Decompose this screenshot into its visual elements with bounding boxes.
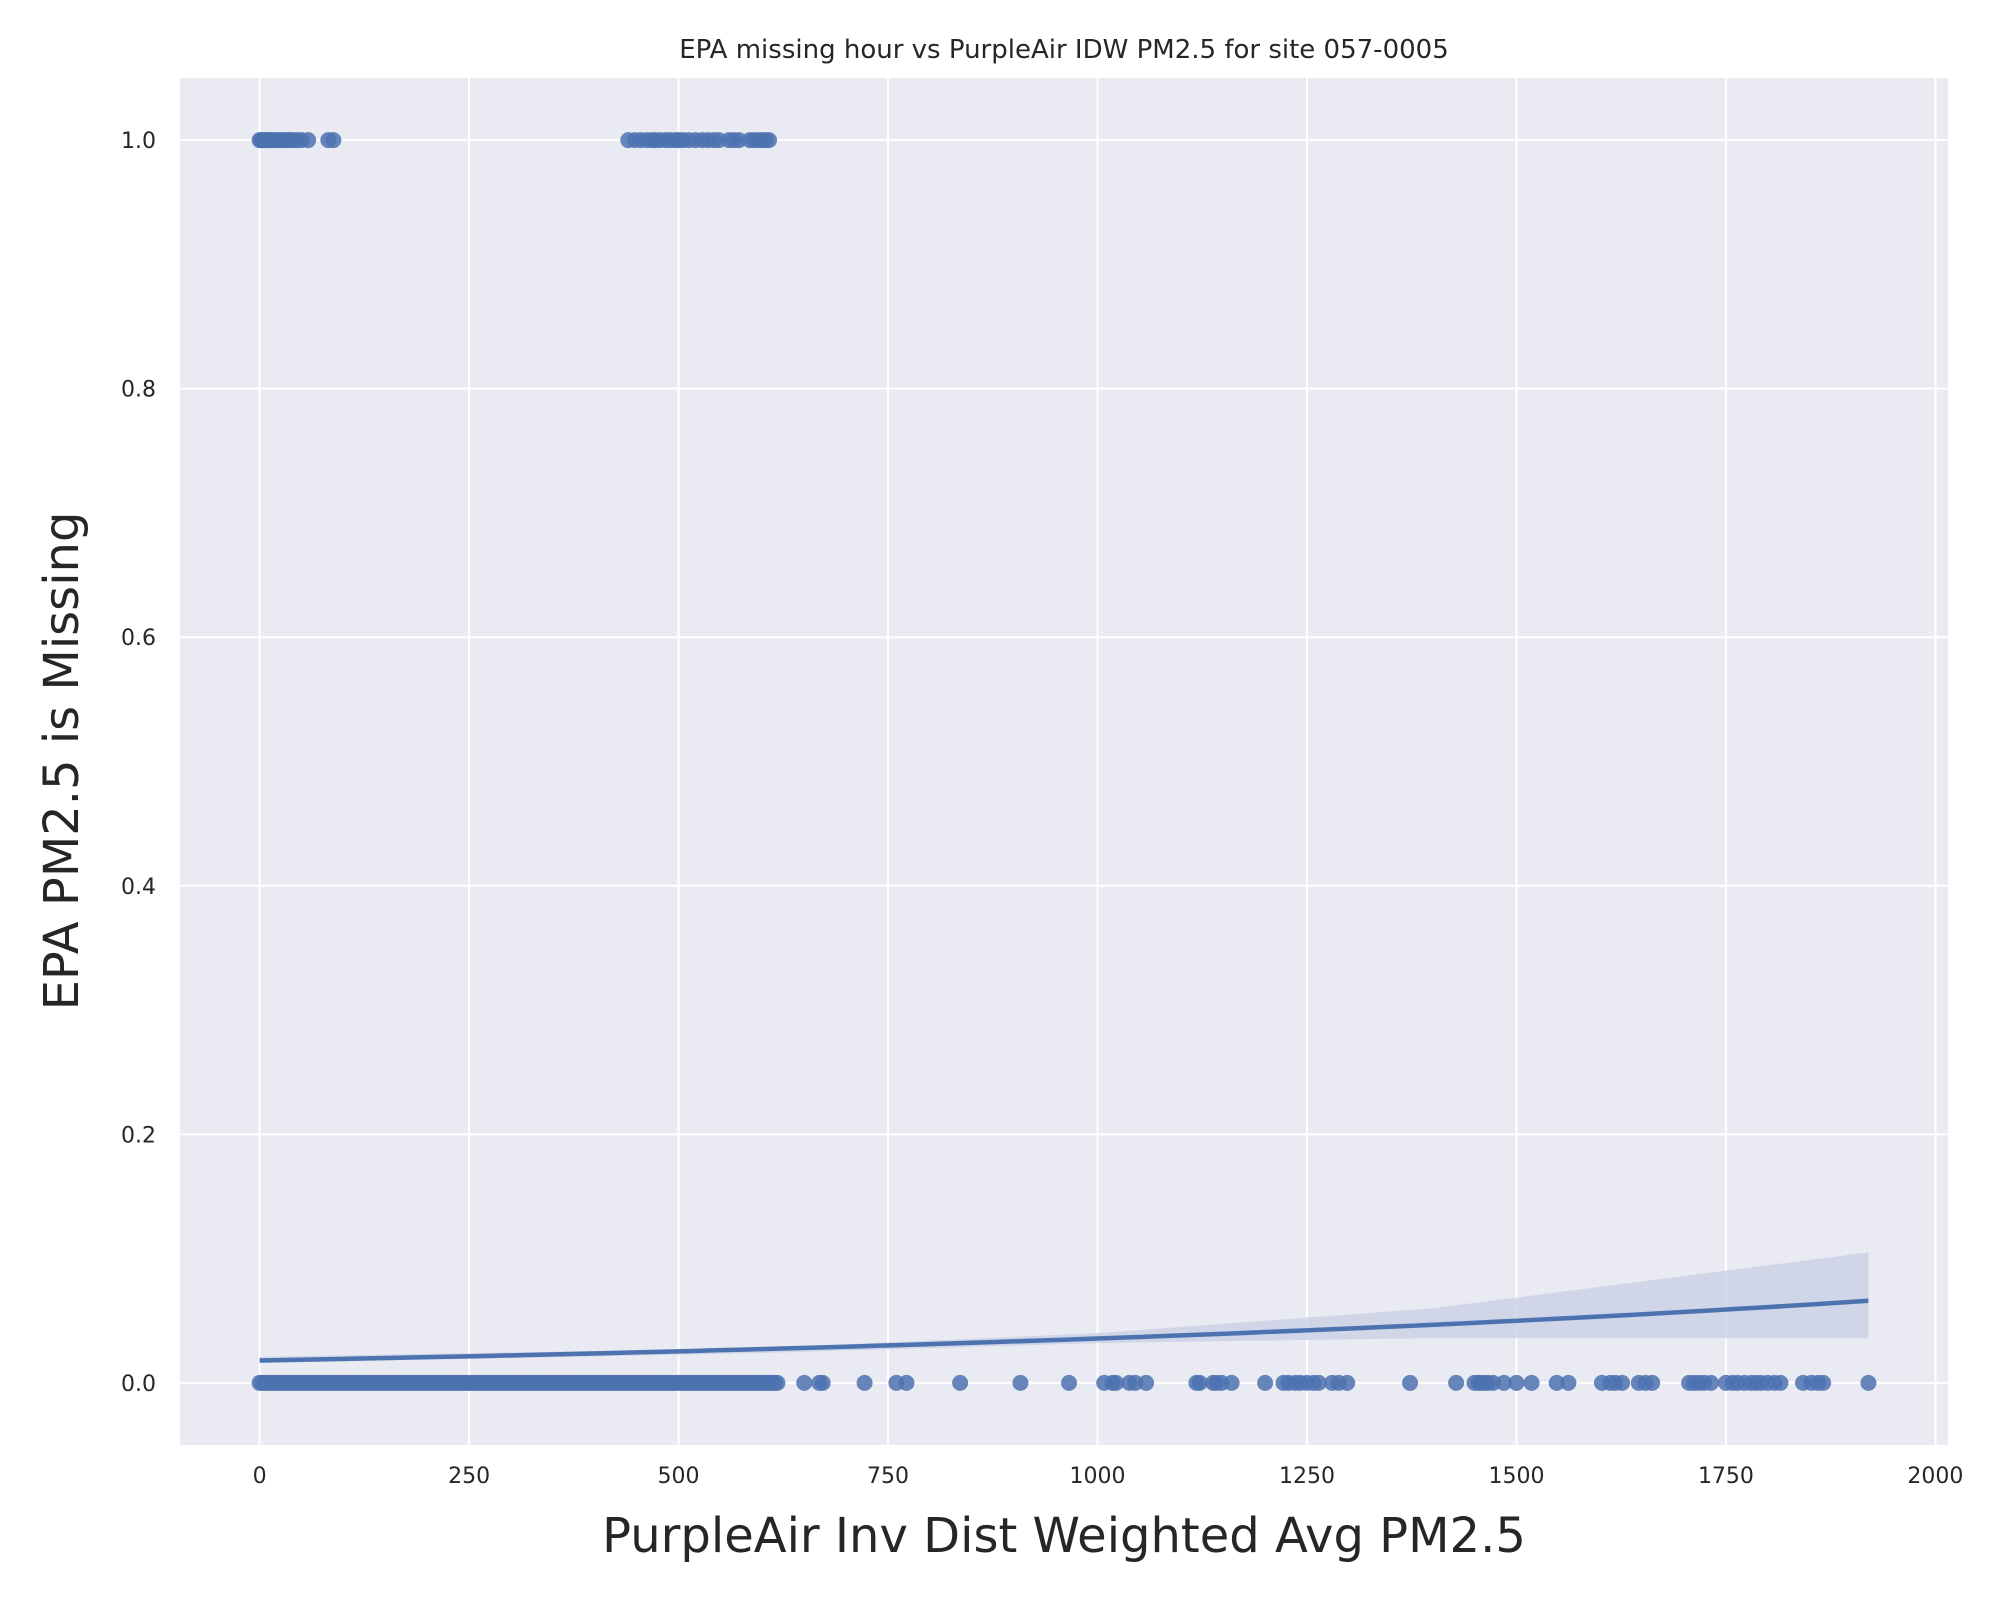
- data-point: [952, 1374, 969, 1391]
- data-point: [1402, 1374, 1419, 1391]
- x-tick-label: 1750: [1698, 1464, 1754, 1489]
- y-tick-label: 1.0: [121, 129, 156, 154]
- data-point: [1061, 1374, 1078, 1391]
- data-point: [761, 132, 778, 149]
- y-tick-label: 0.0: [121, 1372, 156, 1397]
- y-tick-labels: 0.0 0.2 0.4 0.6 0.8 1.0: [121, 129, 156, 1397]
- y-tick-label: 0.2: [121, 1123, 156, 1148]
- data-point: [300, 132, 317, 149]
- data-point: [1310, 1374, 1327, 1391]
- fit-line: [259, 1298, 1869, 1363]
- data-points-layer: [251, 132, 1877, 1391]
- data-point: [1772, 1374, 1789, 1391]
- x-tick-label: 250: [448, 1464, 490, 1489]
- data-point: [1223, 1374, 1240, 1391]
- data-point: [796, 1374, 813, 1391]
- chart-title: EPA missing hour vs PurpleAir IDW PM2.5 …: [679, 35, 1449, 65]
- data-point: [1523, 1374, 1540, 1391]
- x-tick-label: 750: [867, 1464, 909, 1489]
- data-point: [1508, 1374, 1525, 1391]
- grid-lines: [180, 78, 1948, 1445]
- data-point: [1107, 1374, 1124, 1391]
- data-point: [1614, 1374, 1631, 1391]
- x-tick-label: 1250: [1279, 1464, 1335, 1489]
- plot-background: [180, 78, 1948, 1445]
- x-tick-label: 0: [253, 1464, 267, 1489]
- x-axis-label: PurpleAir Inv Dist Weighted Avg PM2.5: [602, 1508, 1526, 1564]
- x-tick-label: 1000: [1070, 1464, 1126, 1489]
- data-point: [1560, 1374, 1577, 1391]
- y-tick-label: 0.6: [121, 626, 156, 651]
- data-point: [769, 1374, 786, 1391]
- x-tick-label: 1500: [1488, 1464, 1544, 1489]
- data-point: [1191, 1374, 1208, 1391]
- x-tick-label: 500: [658, 1464, 700, 1489]
- data-point: [1448, 1374, 1465, 1391]
- data-point: [898, 1374, 915, 1391]
- data-point: [856, 1374, 873, 1391]
- confidence-band-layer: [259, 1252, 1869, 1363]
- x-tick-labels: 0 250 500 750 1000 1250 1500 1750 2000: [253, 1464, 1964, 1489]
- y-tick-label: 0.8: [121, 378, 156, 403]
- data-point: [814, 1374, 831, 1391]
- confidence-band: [259, 1252, 1869, 1363]
- data-point: [1548, 1374, 1565, 1391]
- data-point: [325, 132, 342, 149]
- data-point: [1644, 1374, 1661, 1391]
- data-point: [1815, 1374, 1832, 1391]
- data-point: [1339, 1374, 1356, 1391]
- fit-line-layer: [259, 1298, 1869, 1363]
- data-point: [1012, 1374, 1029, 1391]
- x-tick-label: 2000: [1907, 1464, 1963, 1489]
- data-point: [1860, 1374, 1877, 1391]
- y-axis-label: EPA PM2.5 is Missing: [34, 512, 90, 1011]
- data-point: [1495, 1374, 1512, 1391]
- data-point: [1257, 1374, 1274, 1391]
- data-point: [1702, 1374, 1719, 1391]
- data-point: [1138, 1374, 1155, 1391]
- y-tick-label: 0.4: [121, 875, 156, 900]
